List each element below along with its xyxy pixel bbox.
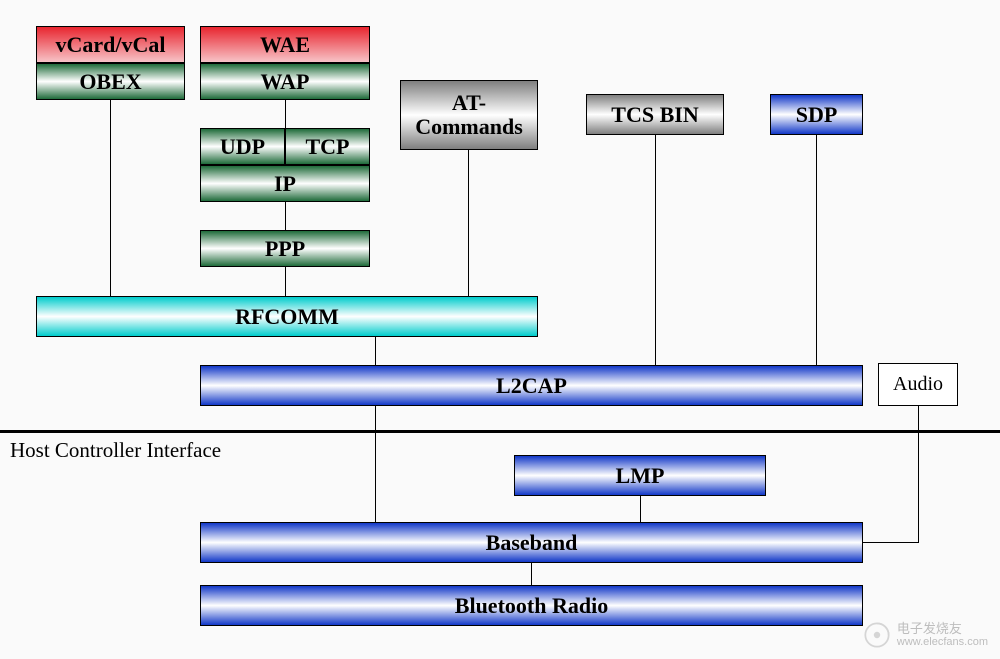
label-tcp: TCP (306, 134, 350, 160)
conn-audio-h (863, 542, 919, 543)
hci-label: Host Controller Interface (10, 438, 221, 463)
box-obex: OBEX (36, 63, 185, 100)
box-l2cap: L2CAP (200, 365, 863, 406)
box-ppp: PPP (200, 230, 370, 267)
box-ip: IP (200, 165, 370, 202)
label-ip: IP (274, 171, 296, 197)
label-at-line2: Commands (415, 115, 523, 139)
box-lmp: LMP (514, 455, 766, 496)
conn-lmp-baseband (640, 496, 641, 522)
label-ppp: PPP (265, 236, 305, 262)
conn-l2cap-baseband (375, 406, 376, 522)
box-wap: WAP (200, 63, 370, 100)
box-tcp: TCP (285, 128, 370, 165)
label-vcard: vCard/vCal (56, 32, 166, 58)
box-audio: Audio (878, 363, 958, 406)
box-baseband: Baseband (200, 522, 863, 563)
box-btradio: Bluetooth Radio (200, 585, 863, 626)
label-wae: WAE (260, 32, 310, 58)
watermark: 电子发烧友 www.elecfans.com (863, 621, 988, 649)
box-tcsbin: TCS BIN (586, 94, 724, 135)
label-wap: WAP (261, 69, 310, 95)
box-udp: UDP (200, 128, 285, 165)
label-at-line1: AT- (452, 91, 486, 115)
conn-audio-v (918, 406, 919, 542)
conn-ip-ppp (285, 202, 286, 230)
box-wae: WAE (200, 26, 370, 63)
label-baseband: Baseband (486, 530, 578, 556)
label-tcsbin: TCS BIN (611, 102, 698, 128)
conn-wap-udp (285, 100, 286, 128)
label-udp: UDP (220, 134, 265, 160)
label-sdp: SDP (796, 102, 838, 128)
box-rfcomm: RFCOMM (36, 296, 538, 337)
watermark-icon (863, 621, 891, 649)
label-l2cap: L2CAP (496, 373, 567, 399)
label-audio: Audio (893, 373, 943, 396)
conn-at-rfcomm (468, 150, 469, 296)
hci-line (0, 430, 1000, 433)
label-obex: OBEX (79, 69, 141, 95)
box-sdp: SDP (770, 94, 863, 135)
diagram-canvas: Host Controller Interface vCard/vCal OBE… (0, 0, 1000, 659)
watermark-text: 电子发烧友 (897, 622, 988, 636)
box-vcard: vCard/vCal (36, 26, 185, 63)
label-lmp: LMP (616, 463, 665, 489)
conn-baseband-radio (531, 563, 532, 585)
conn-sdp-l2cap (816, 135, 817, 365)
conn-obex-rfcomm (110, 100, 111, 296)
watermark-url: www.elecfans.com (897, 636, 988, 648)
conn-rfcomm-l2cap (375, 337, 376, 365)
conn-ppp-rfcomm (285, 267, 286, 296)
box-at-commands: AT- Commands (400, 80, 538, 150)
conn-tcs-l2cap (655, 135, 656, 365)
label-rfcomm: RFCOMM (235, 304, 339, 330)
label-btradio: Bluetooth Radio (455, 593, 608, 619)
